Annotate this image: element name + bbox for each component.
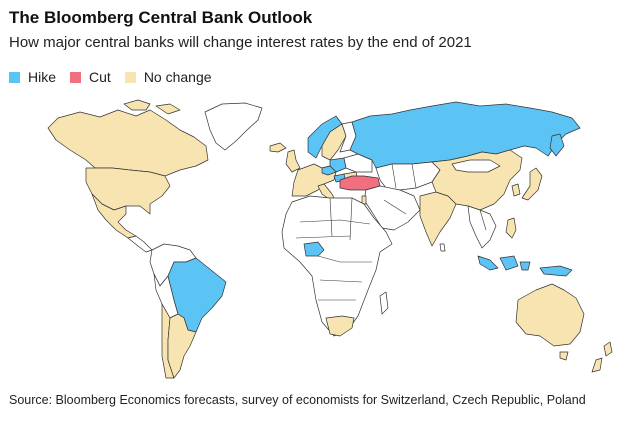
country-madagascar [379, 291, 389, 315]
country-poland [329, 157, 347, 173]
legend-label-no-change: No change [143, 69, 212, 85]
country-south-korea [511, 183, 521, 197]
region-greenland [204, 102, 263, 151]
region-kamchatka [549, 133, 565, 157]
country-iceland [269, 142, 287, 153]
country-japan [521, 167, 543, 201]
chart-subtitle: How major central banks will change inte… [9, 34, 472, 51]
country-south-africa [325, 315, 355, 337]
source-note: Source: Bloomberg Economics forecasts, s… [9, 393, 586, 407]
legend-swatch-cut [70, 71, 82, 83]
legend-swatch-no-change [124, 71, 136, 83]
legend: Hike Cut No change [9, 69, 226, 85]
legend-label-hike: Hike [28, 69, 57, 85]
country-israel [361, 195, 367, 205]
africa-borders [295, 197, 372, 301]
country-brazil [167, 257, 227, 333]
region-central-america [127, 235, 153, 253]
country-india [419, 191, 457, 247]
country-nigeria [303, 241, 325, 257]
country-sweden [321, 123, 347, 161]
legend-item-no-change: No change [124, 69, 212, 85]
region-arctic-islands [123, 99, 181, 115]
country-argentina [167, 313, 197, 379]
country-canada [47, 109, 209, 177]
country-new-zealand [591, 341, 613, 373]
region-southeast-asia [467, 205, 497, 249]
region-africa [281, 195, 393, 337]
country-indonesia [477, 255, 573, 277]
legend-item-cut: Cut [70, 69, 111, 85]
chart-title: The Bloomberg Central Bank Outlook [9, 8, 313, 27]
country-mexico [91, 193, 137, 239]
country-mongolia [451, 159, 501, 173]
country-australia [515, 283, 585, 347]
region-central-asia [375, 161, 441, 191]
legend-label-cut: Cut [89, 69, 111, 85]
region-tasmania [559, 351, 569, 361]
country-philippines [505, 217, 517, 239]
country-sri-lanka [439, 243, 446, 252]
country-czech-republic [321, 165, 337, 176]
legend-item-hike: Hike [9, 69, 56, 85]
legend-swatch-hike [9, 71, 20, 83]
country-uk [285, 149, 301, 173]
world-map [47, 99, 613, 379]
asia-borders [383, 163, 487, 231]
region-middle-east [363, 185, 421, 231]
